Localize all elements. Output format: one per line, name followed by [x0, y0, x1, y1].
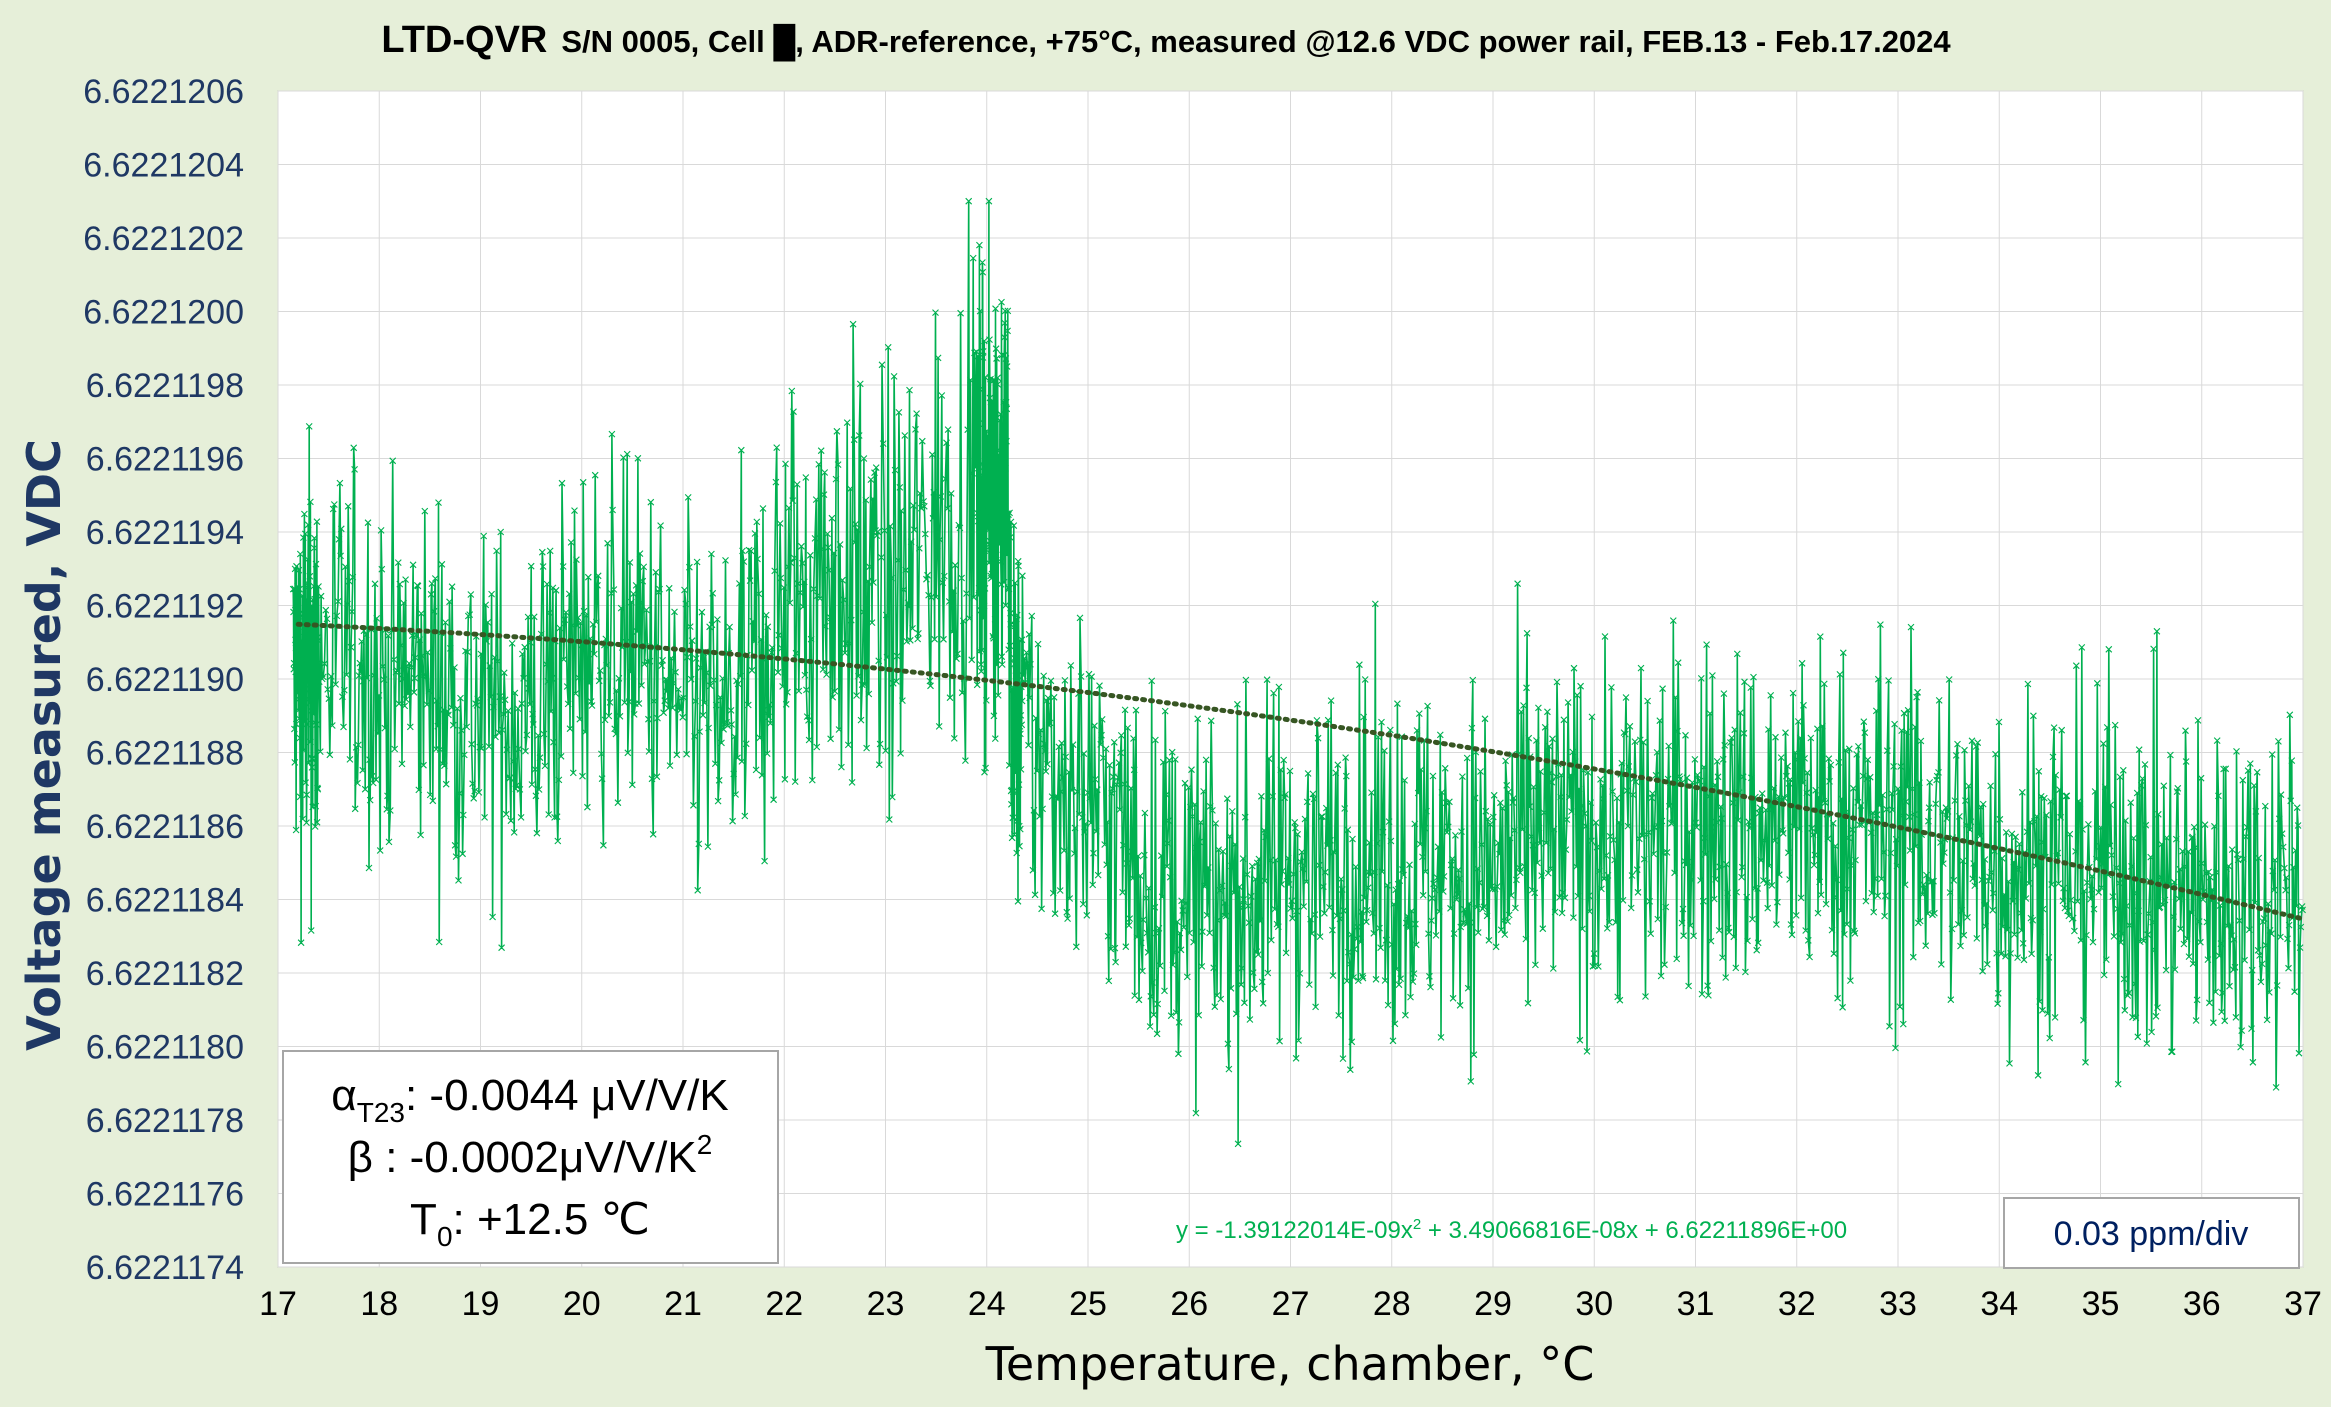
coefficients-box: αT23: -0.0044 μV/V/K β : -0.0002μV/V/K2 … [282, 1050, 779, 1264]
y-axis-title: Voltage measured, VDC [17, 439, 71, 1051]
x-tick-label: 33 [1879, 1285, 1917, 1323]
x-axis-ticks: 17 18 19 20 21 22 23 24 25 26 27 28 29 30 31 32 33 34 35 36… [259, 1285, 2322, 1323]
x-tick-label: 17 [259, 1285, 297, 1323]
trendline-equation: y = -1.39122014E-09x2 + 3.49066816E-08x … [1176, 1216, 1847, 1244]
chart-title: LTD-QVR S/N 0005, Cell █, ADR-reference, … [381, 19, 1951, 62]
y-tick-label: 6.6221204 [83, 147, 244, 185]
x-tick-label: 24 [968, 1285, 1006, 1323]
y-tick-label: 6.6221188 [86, 735, 244, 773]
x-tick-label: 35 [2082, 1285, 2120, 1323]
y-tick-label: 6.6221178 [86, 1102, 244, 1140]
x-tick-label: 25 [1069, 1285, 1107, 1323]
y-tick-label: 6.6221182 [86, 955, 244, 993]
y-tick-label: 6.6221194 [86, 514, 244, 552]
x-tick-label: 37 [2284, 1285, 2322, 1323]
y-tick-label: 6.6221198 [86, 367, 244, 405]
x-tick-label: 27 [1272, 1285, 1310, 1323]
scale-box: 0.03 ppm/div [2003, 1197, 2300, 1269]
x-tick-label: 30 [1575, 1285, 1613, 1323]
chart-title-text: S/N 0005, Cell █, ADR-reference, +75°C, … [561, 23, 1951, 62]
y-tick-label: 6.6221190 [86, 661, 244, 699]
beta-line: β : -0.0002μV/V/K2 [348, 1129, 713, 1182]
y-tick-label: 6.6221196 [86, 441, 244, 479]
x-tick-label: 28 [1373, 1285, 1411, 1323]
y-tick-label: 6.6221184 [86, 882, 244, 920]
y-tick-label: 6.6221206 [83, 73, 244, 111]
series-group [289, 197, 2306, 1148]
series-markers [289, 197, 2306, 1148]
x-tick-label: 31 [1677, 1285, 1715, 1323]
y-tick-label: 6.6221174 [86, 1249, 244, 1287]
coefficients-box-frame [282, 1050, 779, 1264]
x-tick-label: 22 [765, 1285, 803, 1323]
y-tick-label: 6.6221176 [86, 1176, 244, 1214]
x-tick-label: 36 [2183, 1285, 2221, 1323]
y-axis-ticks: 6.6221174 6.6221176 6.6221178 6.6221180 6.62… [83, 73, 244, 1287]
x-tick-label: 23 [867, 1285, 905, 1323]
t0-line: T0: +12.5 ℃ [410, 1195, 650, 1252]
scale-box-frame [2003, 1197, 2300, 1269]
y-tick-label: 6.6221192 [86, 588, 244, 626]
x-tick-label: 34 [1980, 1285, 2018, 1323]
trendline [295, 621, 2306, 922]
scale-box-label: 0.03 ppm/div [2054, 1215, 2249, 1253]
x-tick-label: 29 [1474, 1285, 1512, 1323]
x-tick-label: 20 [563, 1285, 601, 1323]
y-tick-label: 6.6221202 [83, 220, 244, 258]
x-tick-label: 18 [360, 1285, 398, 1323]
x-axis-title: Temperature, chamber, °C [985, 1337, 1595, 1391]
x-tick-label: 19 [462, 1285, 500, 1323]
y-tick-label: 6.6221180 [86, 1029, 244, 1067]
y-tick-label: 6.6221200 [83, 294, 244, 332]
alpha-line: αT23: -0.0044 μV/V/K [331, 1071, 728, 1128]
trendline-group [295, 621, 2306, 922]
x-tick-label: 32 [1778, 1285, 1816, 1323]
x-tick-label: 26 [1170, 1285, 1208, 1323]
x-tick-label: 21 [664, 1285, 702, 1323]
y-tick-label: 6.6221186 [86, 808, 244, 846]
chart-title-brand: LTD-QVR [381, 19, 547, 61]
series-line [292, 200, 2304, 1145]
